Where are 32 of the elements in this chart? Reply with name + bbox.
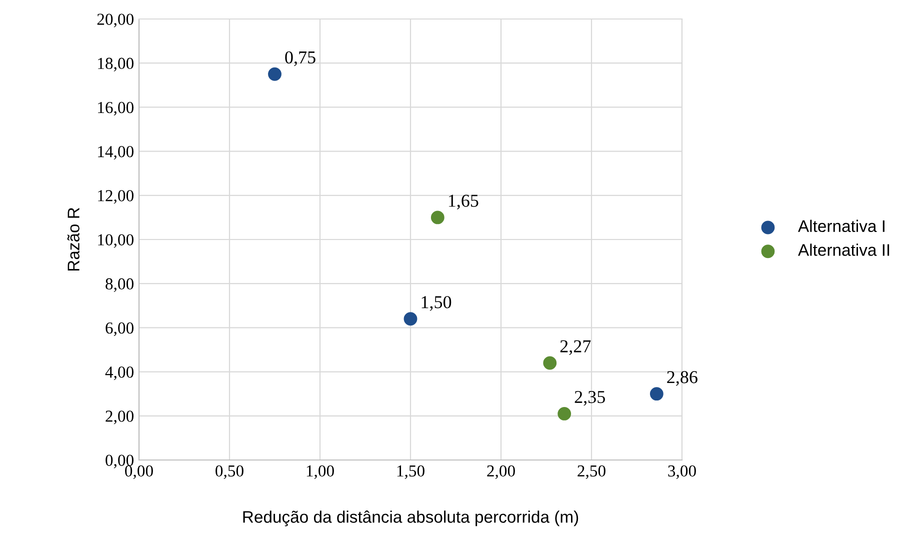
x-tick-label: 2,00 bbox=[487, 465, 515, 479]
x-tick-label: 3,00 bbox=[668, 465, 696, 479]
legend-label: Alternativa I bbox=[798, 220, 884, 232]
point bbox=[650, 387, 664, 401]
x-tick-label: 1,50 bbox=[397, 465, 424, 479]
x-tick-label: 2,50 bbox=[578, 465, 606, 479]
y-tick-label: 8,00 bbox=[106, 278, 134, 292]
point bbox=[558, 406, 572, 420]
annotation: 2,35 bbox=[574, 390, 605, 406]
y-tick-label: 10,00 bbox=[98, 234, 134, 248]
x-tick-label: 1,00 bbox=[306, 465, 334, 479]
x-tick-label: 0,50 bbox=[216, 465, 244, 479]
annotation: 1,65 bbox=[448, 194, 478, 210]
y-tick-label: 4,00 bbox=[105, 366, 134, 380]
point bbox=[268, 67, 282, 81]
annotation: 2,86 bbox=[667, 371, 698, 386]
y-tick-label: 16,00 bbox=[98, 102, 134, 116]
y-tick-label: 12,00 bbox=[98, 190, 134, 204]
annotation: 0,75 bbox=[285, 51, 316, 66]
point bbox=[430, 210, 444, 224]
annotation: 1,50 bbox=[422, 296, 452, 311]
y-axis-title: Razão R bbox=[67, 208, 80, 271]
annotation: 2,27 bbox=[560, 340, 591, 355]
point bbox=[543, 356, 557, 370]
x-axis-title: Redução da distância absoluta percorrida (m) bbox=[243, 510, 578, 526]
y-tick-label: 2,00 bbox=[106, 410, 134, 424]
y-tick-label: 14,00 bbox=[98, 146, 134, 160]
legend-label: Alternativa II bbox=[798, 244, 890, 256]
y-tick-label: 6,00 bbox=[106, 322, 134, 336]
point bbox=[404, 312, 418, 326]
y-tick-label: 18,00 bbox=[98, 58, 134, 72]
y-tick-label: 20,00 bbox=[97, 14, 134, 28]
